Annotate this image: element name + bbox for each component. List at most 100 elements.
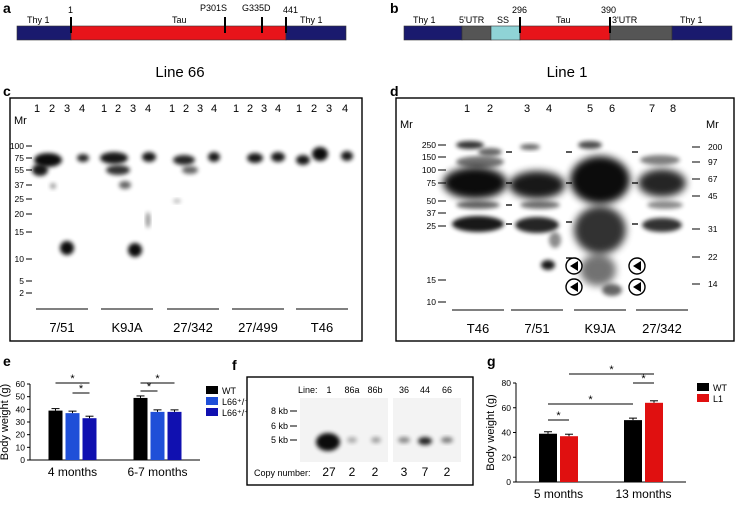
blot-c-frame: [9, 97, 363, 342]
band: [570, 156, 630, 204]
blot-d-mw-right: 200 97 67 45 31 22 14: [692, 142, 722, 289]
lane-number: 1: [101, 103, 107, 115]
mw-label: 20: [15, 209, 25, 219]
bar: [48, 410, 63, 460]
marker-g335d: G335D: [242, 3, 271, 13]
line-id: 66: [442, 385, 452, 395]
mw-left-label: 37: [427, 208, 437, 218]
blot-f-content: 1 86a 86b 36 44 66 8 kb 6 kb 5 kb 27 2 2 3 7 2: [271, 385, 461, 479]
bar: [560, 436, 578, 482]
marker-296: 296: [512, 5, 527, 15]
mw-left-label: 150: [422, 152, 436, 162]
blot-d-bands: [443, 141, 686, 296]
lane-number: 2: [49, 103, 55, 115]
band: [515, 217, 559, 233]
significance-star: *: [641, 373, 646, 385]
blot-c-mw-markers: 100 75 55 37 25 20 15 10 5 2: [10, 141, 32, 298]
group-label: T46: [311, 320, 333, 335]
band: [456, 201, 500, 209]
blot-c-bands: [32, 147, 353, 257]
hybridization-band: [316, 433, 340, 451]
band: [456, 156, 504, 168]
size-marker: 8 kb: [271, 406, 288, 416]
mw-left-label: 15: [427, 275, 437, 285]
legend-label: WT: [222, 386, 236, 396]
mw-right-label: 31: [708, 224, 718, 234]
panel-a: a Thy 1 Tau Thy 1 1 P301S G335D 441 Line…: [3, 0, 347, 81]
band: [549, 232, 561, 248]
lane-number: 1: [169, 103, 175, 115]
hybridization-band: [441, 437, 453, 443]
size-marker: 6 kb: [271, 421, 288, 431]
band: [478, 148, 502, 156]
segment-5utr: 5'UTR: [459, 15, 485, 25]
x-category-label: 13 months: [615, 487, 671, 501]
y-axis-label: Body weight (g): [0, 384, 11, 460]
band: [312, 147, 328, 161]
lane-number: 3: [197, 103, 203, 115]
blot-f-line-label: Line:: [298, 385, 318, 395]
band: [520, 201, 560, 209]
band: [271, 152, 285, 162]
bar: [645, 402, 663, 482]
panel-g: g 0 20 40 60 80 Body weight (g) 5 months 13 mon…: [485, 353, 727, 501]
mw-right-label: 45: [708, 191, 718, 201]
line66-caption: Line 66: [155, 64, 204, 81]
thy1-right-segment: [285, 25, 347, 41]
marker-p301s: P301S: [200, 3, 227, 13]
bar: [65, 413, 80, 460]
mw-label: 75: [15, 153, 25, 163]
copy-number: 2: [372, 465, 379, 479]
y-tick-label: 0: [506, 477, 511, 487]
mw-label: 10: [15, 254, 25, 264]
chart-e: 0 10 20 30 40 50 60 Body weight (g) 4 months 6-7 …: [0, 373, 249, 479]
significance-star: *: [70, 373, 75, 385]
legend-swatch: [206, 408, 218, 416]
band: [247, 153, 263, 163]
lane-number: 2: [311, 103, 317, 115]
lane-number: 1: [296, 103, 302, 115]
band: [602, 284, 622, 296]
mw-left-label: 75: [427, 178, 437, 188]
lane-number: 2: [487, 103, 493, 115]
panel-f: f Line: Copy number: 1 86a 86b 36 44 66 8 kb 6 …: [232, 357, 474, 486]
y-tick-label: 20: [16, 430, 26, 440]
band: [296, 155, 310, 165]
legend-swatch: [206, 397, 218, 405]
marker-441: 441: [283, 5, 298, 15]
mw-left-label: 50: [427, 196, 437, 206]
x-category-label: 5 months: [534, 487, 583, 501]
band: [208, 152, 220, 162]
band: [452, 216, 504, 232]
lane-number: 4: [79, 103, 85, 115]
chart-g: 0 20 40 60 80 Body weight (g) 5 months 13 month…: [485, 364, 727, 501]
band: [119, 181, 131, 189]
legend-swatch: [697, 394, 709, 402]
band: [341, 151, 353, 161]
hybridization-band: [418, 437, 432, 445]
group-label: 7/51: [49, 320, 74, 335]
lane-number: 6: [609, 103, 615, 115]
copy-number: 27: [322, 465, 336, 479]
legend-label: L66⁺/⁻: [222, 397, 249, 407]
band: [541, 260, 555, 270]
band: [128, 243, 142, 257]
lane-number: 5: [587, 103, 593, 115]
lane-number: 4: [275, 103, 281, 115]
band: [77, 154, 89, 162]
tau-segment: [70, 25, 287, 41]
mw-left-label: 10: [427, 297, 437, 307]
panel-b-label: b: [390, 0, 399, 16]
mw-label: 37: [15, 180, 25, 190]
segment-b-tau: Tau: [556, 15, 571, 25]
lane-number: 4: [546, 103, 552, 115]
band: [173, 199, 181, 203]
segment-3utr: 3'UTR: [612, 15, 638, 25]
y-tick-label: 40: [502, 428, 512, 438]
significance-star: *: [79, 383, 84, 395]
segment-ss: SS: [497, 15, 509, 25]
blot-c-group-labels: 7/51 K9JA 27/342 27/499 T46: [36, 308, 348, 335]
band: [578, 141, 602, 149]
line1-caption: Line 1: [547, 64, 588, 81]
